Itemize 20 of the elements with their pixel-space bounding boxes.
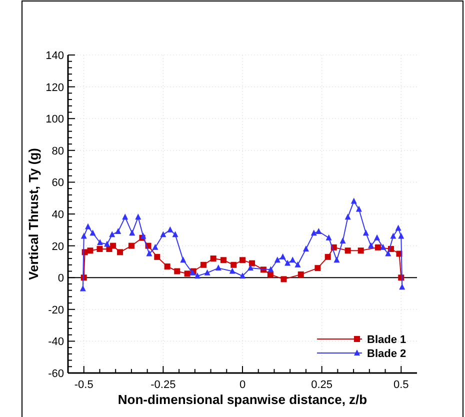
- y-tick-label: 100: [46, 114, 64, 126]
- y-axis-title: Vertical Thrust, Ty (g): [26, 148, 41, 280]
- y-tick-label: 140: [46, 50, 64, 62]
- y-tick-label: -60: [48, 368, 64, 380]
- y-tick-label: 60: [52, 177, 64, 190]
- legend-label: Blade 2: [367, 348, 406, 360]
- y-tick-label: -20: [48, 304, 64, 316]
- y-tick-label: 40: [52, 209, 64, 221]
- x-axis-title: Non-dimensional spanwise distance, z/b: [118, 392, 368, 407]
- y-tick-label: 80: [52, 145, 64, 158]
- y-tick-label: -40: [48, 336, 64, 348]
- y-tick-label: 20: [52, 240, 64, 253]
- x-tick-label: -0.5: [74, 379, 94, 391]
- y-tick-label: 120: [46, 82, 64, 94]
- x-tick-label: 0: [239, 379, 246, 391]
- x-tick-label: 0.5: [393, 379, 409, 391]
- x-tick-label: -0.25: [150, 379, 176, 391]
- legend-label: Blade 1: [367, 334, 406, 346]
- y-tick-label: 0: [58, 272, 64, 285]
- x-tick-label: 0.25: [311, 379, 333, 391]
